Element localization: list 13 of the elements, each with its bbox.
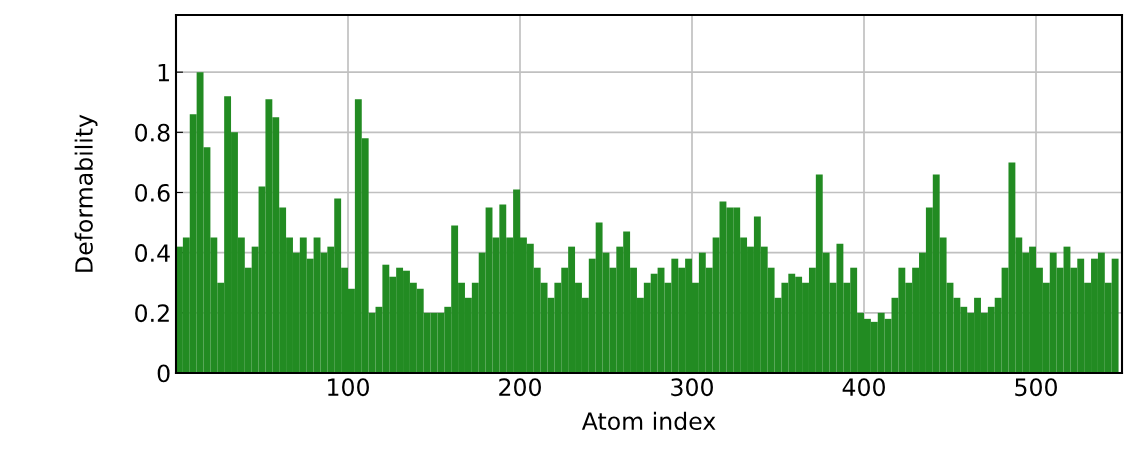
y-tick-label: 0.8 (135, 123, 170, 142)
x-tick-label: 100 (328, 378, 369, 397)
x-tick-label: 500 (1015, 378, 1057, 397)
x-tick-label: 300 (671, 378, 713, 397)
y-axis-title: Deformability (74, 114, 98, 272)
y-tick-label: 1 (158, 63, 169, 82)
y-tick-label: 0.4 (135, 244, 170, 262)
x-axis-title: Atom index (581, 411, 716, 431)
y-tick-label: 0.2 (135, 304, 169, 323)
x-tick-label: 200 (499, 378, 541, 397)
y-tick-label: 0.6 (135, 183, 170, 202)
y-tick-label: 0 (157, 364, 170, 383)
x-tick-label: 400 (842, 378, 885, 397)
